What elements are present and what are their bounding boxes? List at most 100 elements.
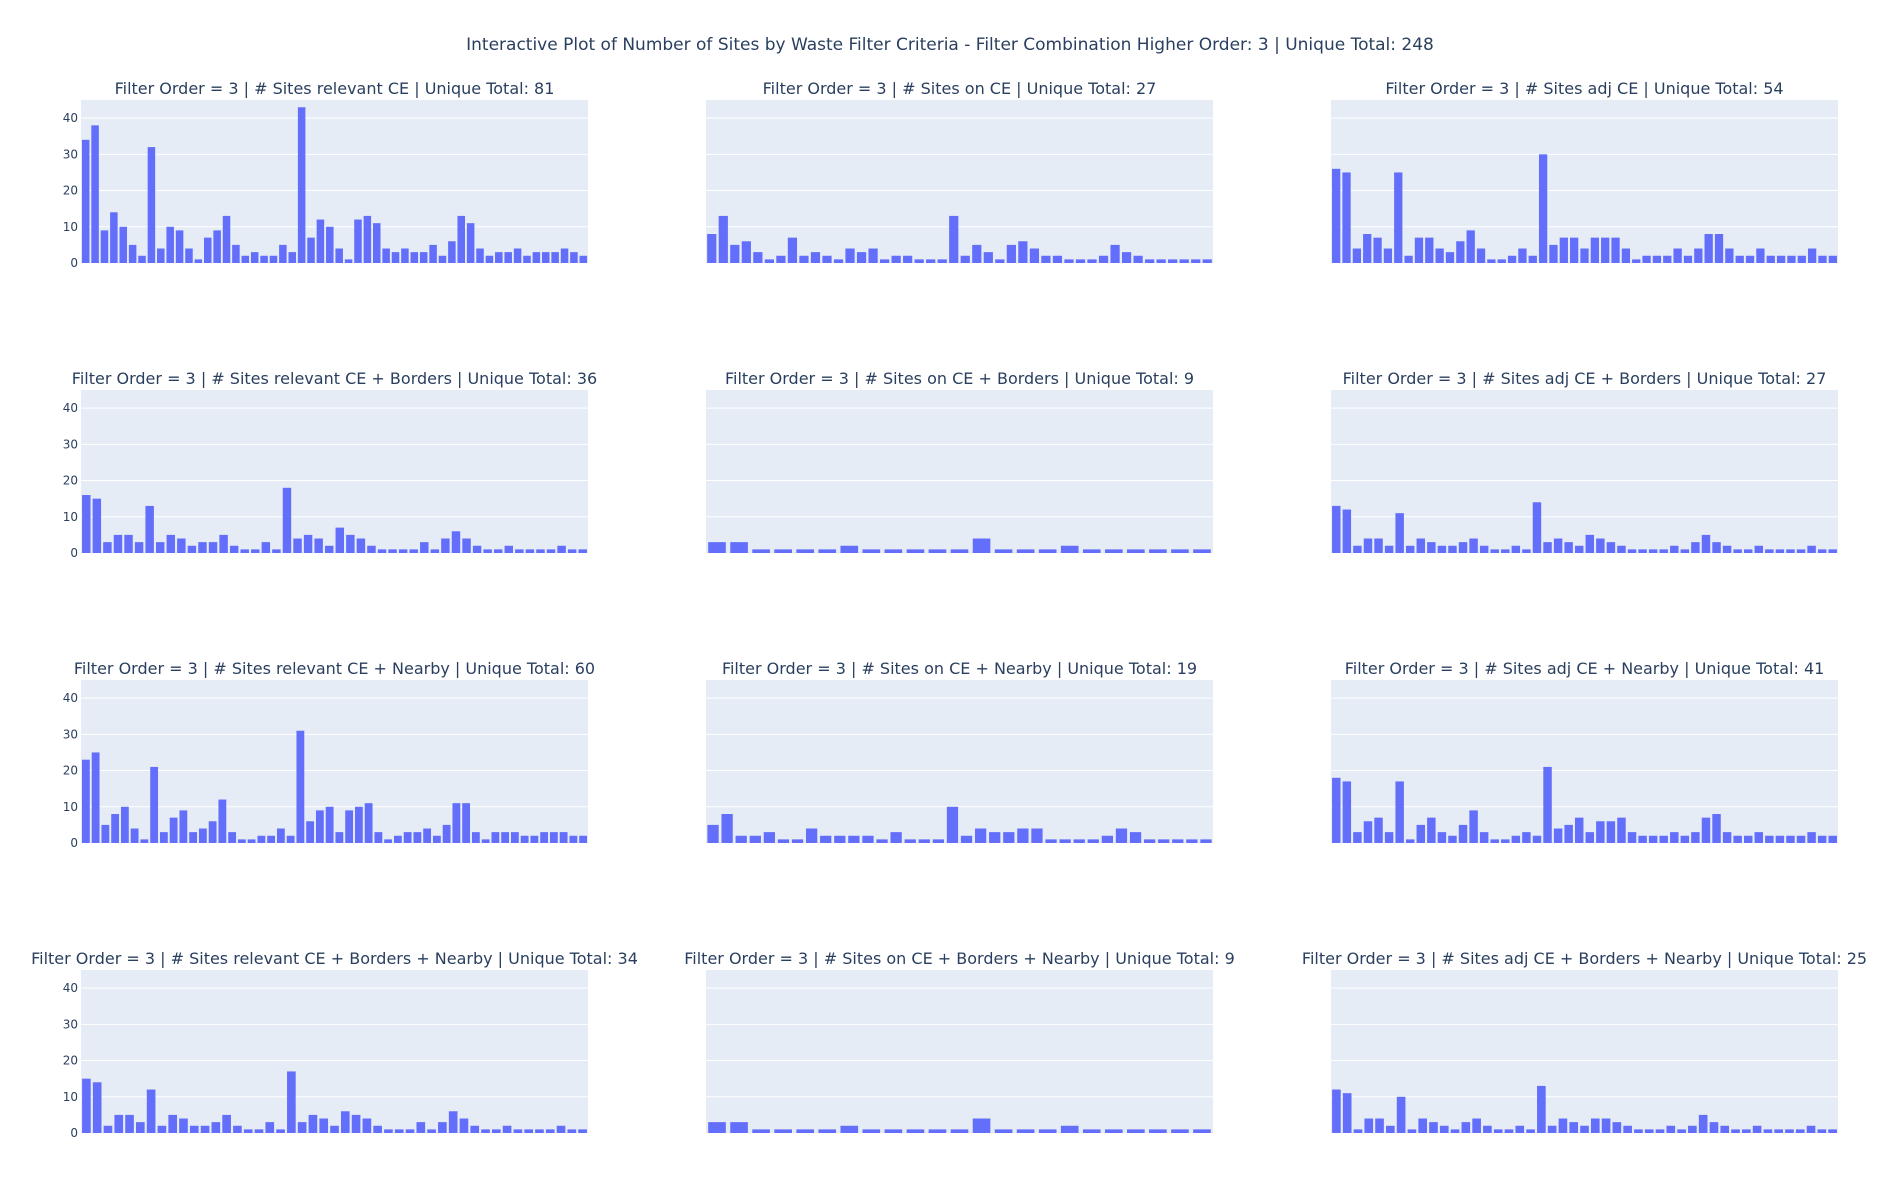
bar <box>1342 1093 1352 1133</box>
bar <box>567 549 577 553</box>
bar <box>501 832 510 843</box>
bar <box>495 252 503 263</box>
bar <box>485 255 494 263</box>
subplot-title: Filter Order = 3 | # Sites relevant CE |… <box>115 79 555 98</box>
bar <box>189 1125 199 1133</box>
bar <box>1677 1129 1686 1133</box>
bar <box>1373 237 1382 263</box>
bar <box>324 545 334 553</box>
bar <box>1806 1125 1816 1133</box>
bar <box>777 839 790 843</box>
bar <box>884 549 903 553</box>
bar <box>753 252 763 263</box>
bar <box>100 230 109 263</box>
y-tick-label: 40 <box>63 981 78 995</box>
bar <box>1655 1129 1665 1133</box>
bar <box>1405 839 1415 843</box>
bar <box>470 1125 480 1133</box>
bar <box>796 1129 815 1133</box>
bar <box>1405 545 1415 553</box>
bar <box>1606 542 1616 553</box>
bar <box>1179 259 1189 263</box>
bar <box>451 531 461 553</box>
bar <box>1353 832 1362 843</box>
bar <box>1416 824 1426 843</box>
bar <box>1733 835 1742 843</box>
bar <box>1797 255 1806 263</box>
bar <box>391 252 400 263</box>
bar <box>1490 549 1499 553</box>
bar <box>179 810 188 843</box>
bar <box>1060 1125 1079 1133</box>
bar <box>972 538 991 553</box>
bar <box>1817 835 1827 843</box>
bar <box>1193 1129 1211 1133</box>
bar <box>279 244 287 263</box>
subplot-title: Filter Order = 3 | # Sites adj CE | Uniq… <box>1385 79 1783 98</box>
bar <box>1416 538 1426 553</box>
bar <box>286 835 295 843</box>
bar <box>297 107 306 264</box>
bar <box>1538 154 1548 263</box>
subplot-title: Filter Order = 3 | # Sites on CE + Borde… <box>725 369 1194 388</box>
bar <box>1404 255 1413 263</box>
bar <box>1638 835 1647 843</box>
bar <box>483 549 492 553</box>
bar <box>1515 1125 1525 1133</box>
bar <box>367 545 376 553</box>
bar <box>423 828 432 843</box>
subplot-title: Filter Order = 3 | # Sites on CE + Nearb… <box>722 659 1197 678</box>
y-tick-label: 0 <box>70 1126 78 1140</box>
bar <box>1731 1129 1740 1133</box>
bar <box>536 549 545 553</box>
bar <box>103 542 112 553</box>
bar <box>708 1122 726 1133</box>
bar <box>1427 817 1436 843</box>
bar <box>818 1129 837 1133</box>
bar <box>200 1125 210 1133</box>
bar <box>166 226 174 263</box>
bar <box>906 1129 925 1133</box>
bar <box>476 248 484 263</box>
bar <box>1384 832 1394 843</box>
plot-area <box>1331 970 1838 1133</box>
bar <box>845 248 855 263</box>
bar <box>1787 255 1796 263</box>
bar <box>1743 549 1753 553</box>
bar <box>1364 1118 1374 1133</box>
subplot-panel: Filter Order = 3 | # Sites on CE + Borde… <box>706 369 1213 553</box>
bar <box>409 549 418 553</box>
bar <box>868 248 878 263</box>
bar <box>1648 549 1658 553</box>
bar <box>448 241 456 263</box>
y-tick-label: 0 <box>70 546 78 560</box>
bar <box>92 498 102 553</box>
bar <box>1596 821 1605 843</box>
bar <box>805 828 818 843</box>
bar <box>1332 505 1341 553</box>
bar <box>567 1129 577 1133</box>
bar <box>388 549 397 553</box>
bar <box>763 832 776 843</box>
bar <box>128 244 137 263</box>
bar <box>1627 549 1637 553</box>
bar <box>254 1129 264 1133</box>
bar <box>1448 835 1457 843</box>
bar <box>862 549 881 553</box>
bar <box>1200 839 1212 843</box>
bar <box>928 549 947 553</box>
bar <box>442 824 451 843</box>
bar <box>373 1125 382 1133</box>
bar <box>155 542 165 553</box>
bar <box>1060 545 1079 553</box>
bar <box>504 545 514 553</box>
bar <box>1483 1125 1492 1133</box>
bar <box>1375 1118 1384 1133</box>
bar <box>1701 817 1711 843</box>
bar <box>194 259 203 263</box>
y-tick-label: 10 <box>63 510 78 524</box>
bar <box>1101 835 1114 843</box>
bar <box>822 255 832 263</box>
bar <box>1115 828 1128 843</box>
bar <box>250 252 259 263</box>
